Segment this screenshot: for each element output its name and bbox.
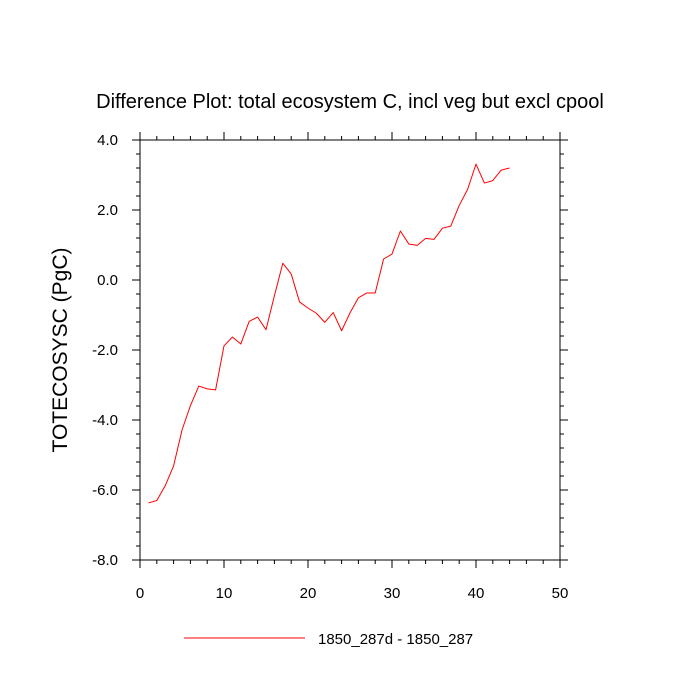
y-tick-label: 2.0 (97, 202, 118, 219)
x-tick-label: 50 (552, 585, 569, 602)
axis-ticks (132, 132, 568, 568)
axis-tick-labels: 0 10 20 30 40 50 -8.0 -6.0 -4.0 -2.0 0.0 2.0 4.0 (92, 132, 568, 602)
y-axis-label: TOTECOSYSC (PgC) (49, 248, 72, 453)
series-line-0 (148, 163, 510, 504)
x-tick-label: 30 (384, 585, 401, 602)
x-tick-label: 20 (300, 585, 317, 602)
x-tick-label: 10 (216, 585, 233, 602)
legend-label: 1850_287d - 1850_287 (318, 631, 473, 648)
x-tick-label: 0 (136, 585, 144, 602)
y-tick-label: -8.0 (92, 552, 118, 569)
legend: 1850_287d - 1850_287 (184, 631, 473, 648)
y-tick-label: -4.0 (92, 412, 118, 429)
x-tick-label: 40 (468, 585, 485, 602)
y-tick-label: -6.0 (92, 482, 118, 499)
series-layer (148, 163, 510, 504)
plot-frame (139, 139, 561, 561)
y-tick-label: 0.0 (97, 272, 118, 289)
y-tick-label: -2.0 (92, 342, 118, 359)
chart-title: Difference Plot: total ecosystem C, incl… (96, 91, 604, 113)
y-tick-label: 4.0 (97, 132, 118, 149)
